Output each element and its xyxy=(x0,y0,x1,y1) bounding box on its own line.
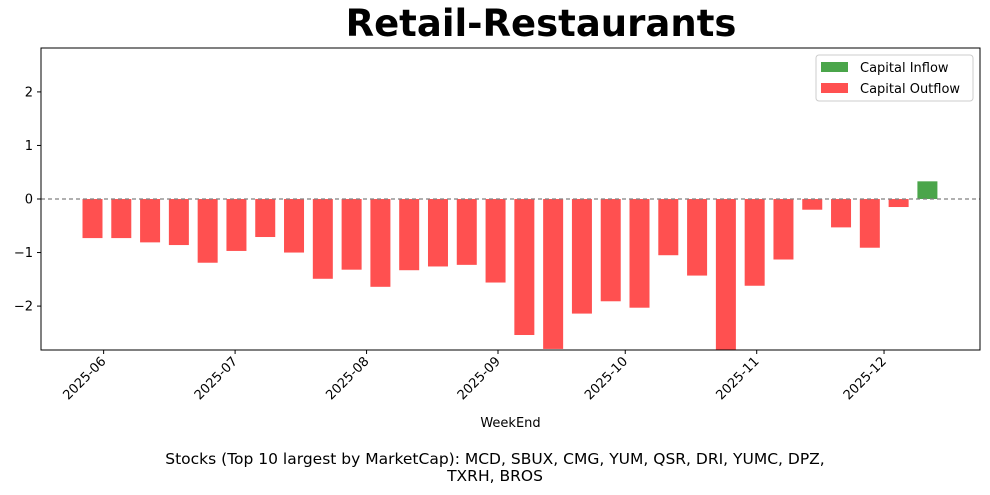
legend-box xyxy=(815,54,974,102)
y-tick-label: 2 xyxy=(25,85,33,100)
bar-W23 xyxy=(715,199,736,350)
legend-swatch xyxy=(821,83,848,93)
bar-W04 xyxy=(168,199,189,246)
bar-W03 xyxy=(140,199,161,243)
y-tick-label: 0 xyxy=(25,193,33,208)
legend-label: Capital Inflow xyxy=(860,61,949,76)
x-tick-label: 2025-09 xyxy=(455,354,504,403)
x-tick-label: 2025-08 xyxy=(323,354,372,403)
bar-W10 xyxy=(341,199,362,270)
bar-W02 xyxy=(111,199,132,239)
bar-W20 xyxy=(629,199,650,308)
bar-W26 xyxy=(802,199,823,210)
bar-W29 xyxy=(888,199,909,208)
bar-W14 xyxy=(456,199,477,265)
x-tick-label: 2025-10 xyxy=(582,354,631,403)
bar-W08 xyxy=(284,199,305,253)
bar-W16 xyxy=(514,199,535,336)
bar-W25 xyxy=(773,199,794,260)
bar-W24 xyxy=(744,199,765,286)
bar-W19 xyxy=(600,199,621,302)
bar-W28 xyxy=(859,199,880,248)
bar-W01 xyxy=(82,199,103,239)
x-axis: 2025-06 2025-07 2025-08 2025-09 2025-10 2025-… xyxy=(60,350,890,403)
legend-label: Capital Outflow xyxy=(860,82,960,97)
x-axis-label: WeekEnd xyxy=(480,416,540,431)
bar-W27 xyxy=(831,199,852,228)
bar-W30 xyxy=(917,181,938,199)
y-tick-label: 1 xyxy=(25,139,33,154)
bar-W06 xyxy=(226,199,247,251)
y-axis: −2 −1 0 1 2 xyxy=(14,85,41,315)
x-tick-label: 2025-06 xyxy=(60,354,109,403)
bar-W05 xyxy=(197,199,218,263)
bar-W12 xyxy=(399,199,420,271)
footer-line-1: Stocks (Top 10 largest by MarketCap): MC… xyxy=(165,450,825,468)
bar-W21 xyxy=(658,199,679,256)
y-tick-label: −2 xyxy=(14,300,33,315)
x-tick-label: 2025-11 xyxy=(714,354,763,403)
y-tick-label: −1 xyxy=(14,246,33,261)
legend-swatch xyxy=(821,62,848,72)
footer-line-2: TXRH, BROS xyxy=(447,467,543,485)
chart-title: Retail-Restaurants xyxy=(345,2,737,45)
bar-W13 xyxy=(427,199,448,267)
x-tick-label: 2025-12 xyxy=(841,354,890,403)
bar-W22 xyxy=(687,199,708,276)
bars-group xyxy=(82,181,938,350)
bar-W18 xyxy=(571,199,592,314)
bar-W11 xyxy=(370,199,391,287)
bar-W15 xyxy=(485,199,506,283)
footer-note: Stocks (Top 10 largest by MarketCap): MC… xyxy=(0,451,990,485)
bar-W09 xyxy=(312,199,333,279)
x-tick-label: 2025-07 xyxy=(192,354,241,403)
bar-W07 xyxy=(255,199,276,238)
legend: Capital Inflow Capital Outflow xyxy=(815,54,974,102)
bar-W17 xyxy=(543,199,564,349)
